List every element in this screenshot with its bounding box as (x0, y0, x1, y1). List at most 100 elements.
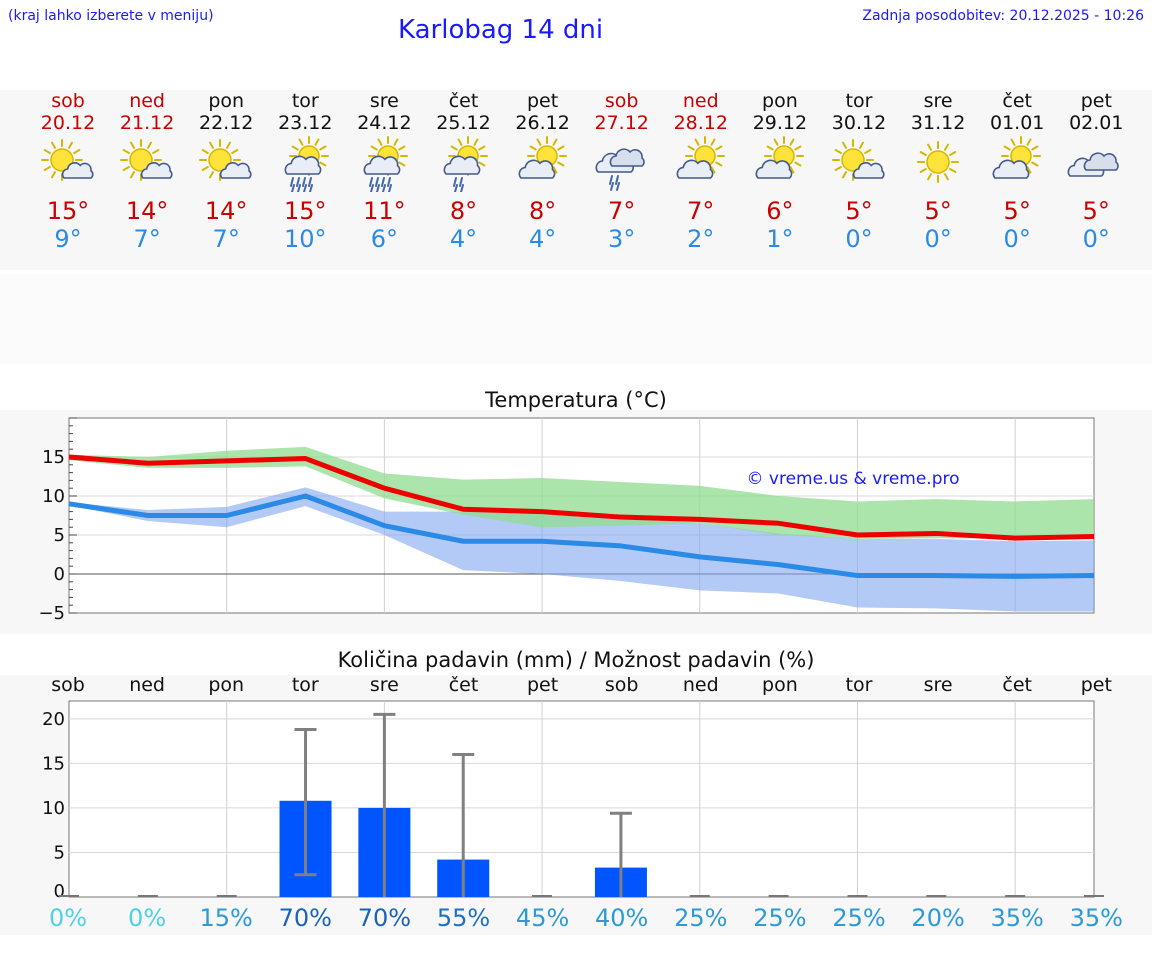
empty-band (0, 274, 1152, 364)
precip-day-label: čet (448, 674, 479, 696)
day-column: čet 25.12 (424, 90, 504, 134)
error-bar (609, 811, 632, 897)
precip-probability: 70% (278, 904, 332, 932)
precip-day-label: tor (845, 674, 873, 696)
precip-probability: 25% (753, 904, 807, 932)
day-date: 26.12 (515, 112, 570, 134)
precip-day-label: sre (369, 674, 399, 696)
cloud-sun-icon (676, 136, 725, 179)
temp-max: 15° (284, 197, 327, 225)
day-column: pon 22.12 (186, 90, 266, 134)
day-date: 28.12 (673, 112, 728, 134)
precip-day-label: sob (604, 674, 639, 696)
day-date: 23.12 (278, 112, 333, 134)
precip-probability: 55% (436, 904, 491, 932)
day-column: ned 28.12 (661, 90, 741, 134)
cloud-icon (1067, 152, 1120, 177)
watermark: © vreme.us & vreme.pro (746, 469, 959, 489)
day-name: pon (762, 90, 798, 112)
day-column: tor 30.12 (819, 90, 899, 134)
temp-max: 8° (528, 197, 557, 225)
precip-day-label: pon (208, 674, 245, 696)
temp-max: 14° (125, 197, 169, 225)
precip-probability: 35% (1069, 904, 1123, 932)
last-update: Zadnja posodobitev: 20.12.2025 - 10:26 (862, 8, 1144, 24)
day-name: sre (369, 90, 399, 112)
y-tick-label: 0 (54, 881, 65, 902)
sun-cloud-icon (832, 139, 885, 181)
day-date: 22.12 (198, 112, 254, 134)
temp-max: 7° (608, 197, 636, 225)
precip-probability: 0% (128, 904, 167, 932)
y-tick-label: 15 (42, 753, 65, 774)
temp-max: 5° (1003, 197, 1031, 225)
day-date: 02.01 (1069, 112, 1124, 134)
day-column: pon 29.12 (740, 90, 820, 134)
day-name: pet (526, 90, 559, 112)
day-name: pon (208, 90, 245, 112)
temperature-chart: −5 0 5 10 15 © vreme.us & vreme.pro (38, 417, 1095, 624)
temp-max: 5° (1082, 197, 1110, 225)
temp-min: 7° (133, 225, 161, 253)
sun-cloud-icon (199, 139, 252, 181)
day-date: 01.01 (989, 112, 1045, 134)
y-tick-label: 10 (42, 486, 65, 507)
day-column: pet 02.01 (1056, 90, 1136, 134)
temp-max: 7° (687, 197, 715, 225)
precipitation-chart: 0 5 10 15 20 (42, 700, 1104, 902)
precip-day-label: ned (129, 674, 165, 696)
day-name: čet (448, 90, 479, 112)
day-name: čet (1002, 90, 1032, 112)
page-title: Karlobag 14 dni (398, 15, 604, 45)
day-column: sob 20.12 (28, 90, 108, 134)
temp-min: 6° (370, 225, 399, 253)
day-name: tor (291, 90, 319, 112)
temp-min: 2° (687, 225, 715, 253)
precip-day-label: sob (51, 674, 85, 696)
day-date: 25.12 (436, 112, 491, 134)
location-hint: (kraj lahko izberete v meniju) (8, 8, 214, 24)
precip-day-label: pet (526, 674, 559, 696)
cloud-sun-icon (518, 136, 567, 179)
cloud-light-rain-icon (595, 148, 645, 191)
temp-max: 8° (449, 197, 478, 225)
precip-plot-area (68, 700, 1095, 898)
cloud-sun-icon (992, 136, 1042, 179)
day-name: sob (604, 90, 639, 112)
y-tick-label: 20 (42, 709, 65, 730)
precip-probability: 0% (48, 904, 88, 932)
temp-max: 14° (204, 197, 248, 225)
day-name: sre (923, 90, 953, 112)
day-date: 24.12 (357, 112, 412, 134)
day-date: 31.12 (910, 112, 966, 134)
day-date: 20.12 (40, 112, 96, 134)
y-tick-label: 0 (54, 564, 65, 585)
day-name: ned (129, 90, 165, 112)
temp-min: 0° (1082, 225, 1110, 253)
y-tick-label: 5 (54, 842, 65, 863)
precip-probability: 70% (357, 904, 412, 932)
precip-probability: 40% (595, 904, 649, 932)
sun-icon (917, 141, 960, 183)
min-temp-line (68, 493, 1095, 579)
temp-min: 1° (766, 225, 794, 253)
precip-chart-title: Količina padavin (mm) / Možnost padavin … (337, 648, 815, 672)
precip-probability: 25% (832, 904, 886, 932)
y-tick-label: −5 (38, 603, 65, 624)
temp-max: 15° (46, 197, 90, 225)
precip-probability: 15% (199, 904, 253, 932)
y-tick-label: 10 (42, 798, 65, 819)
precip-day-label: sre (923, 674, 953, 696)
precip-probability: 45% (515, 904, 570, 932)
error-bar (294, 728, 317, 877)
sun-cloud-icon (120, 139, 173, 181)
temp-max: 11° (363, 197, 406, 225)
min-range-band (69, 487, 1094, 612)
precip-probability: 25% (674, 904, 728, 932)
day-name: ned (682, 90, 719, 112)
precip-probability: 20% (911, 904, 965, 932)
day-column: pet 26.12 (503, 90, 583, 134)
temp-max: 5° (845, 197, 873, 225)
sun-cloud-rain-icon (364, 136, 409, 192)
day-name: tor (845, 90, 873, 112)
